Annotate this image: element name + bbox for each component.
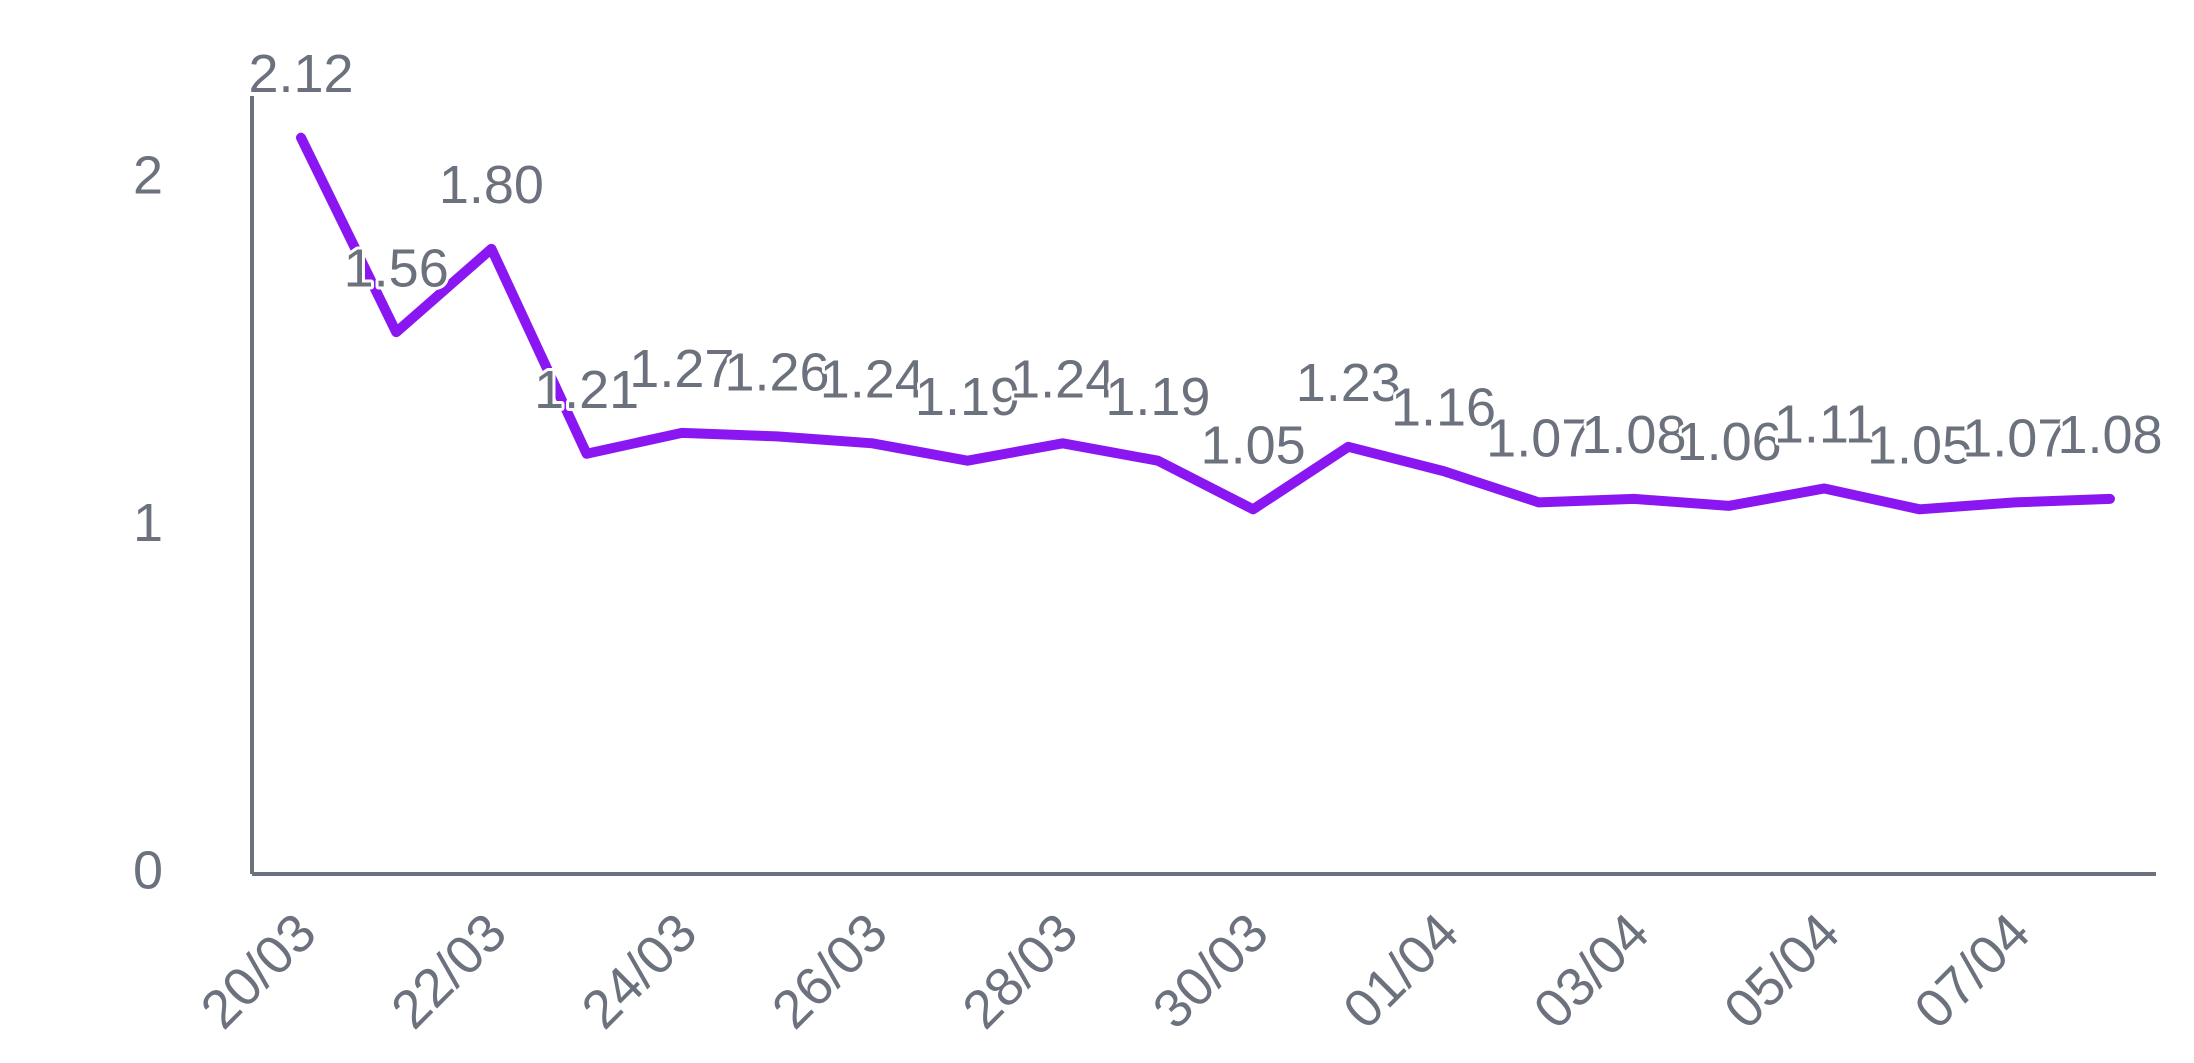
data-label: 1.24 bbox=[1010, 350, 1115, 410]
data-label: 1.80 bbox=[439, 155, 544, 215]
data-label: 1.21 bbox=[534, 360, 639, 420]
y-tick-label: 2 bbox=[133, 146, 163, 206]
x-tick-label: 03/04 bbox=[1523, 902, 1661, 1040]
data-label: 2.12 bbox=[248, 44, 353, 104]
data-label: 1.06 bbox=[1677, 412, 1782, 472]
x-tick-label: 22/03 bbox=[380, 902, 518, 1040]
data-label: 1.26 bbox=[724, 343, 829, 403]
data-label: 1.08 bbox=[1581, 405, 1686, 465]
x-tick-label: 24/03 bbox=[570, 902, 708, 1040]
data-label: 1.56 bbox=[344, 238, 449, 298]
data-label: 1.23 bbox=[1296, 353, 1401, 413]
y-tick-label: 1 bbox=[133, 493, 163, 553]
x-tick-label: 30/03 bbox=[1142, 902, 1280, 1040]
data-label: 1.27 bbox=[629, 339, 734, 399]
data-label: 1.11 bbox=[1774, 395, 1875, 455]
data-label: 1.08 bbox=[2057, 405, 2162, 465]
data-label: 1.24 bbox=[820, 350, 925, 410]
x-tick-label: 20/03 bbox=[190, 902, 328, 1040]
data-label: 1.16 bbox=[1391, 377, 1496, 437]
y-tick-label: 0 bbox=[133, 840, 163, 900]
data-label: 1.19 bbox=[915, 367, 1020, 427]
x-tick-label: 07/04 bbox=[1903, 902, 2041, 1040]
line bbox=[296, 132, 2115, 515]
x-tick-label: 28/03 bbox=[951, 902, 1089, 1040]
data-label: 1.05 bbox=[1867, 416, 1972, 476]
x-tick-label: 05/04 bbox=[1713, 902, 1851, 1040]
data-label: 1.07 bbox=[1486, 409, 1591, 469]
data-label: 1.05 bbox=[1201, 416, 1306, 476]
x-tick-label: 01/04 bbox=[1332, 902, 1470, 1040]
x-tick-label: 26/03 bbox=[761, 902, 899, 1040]
data-label: 1.07 bbox=[1962, 409, 2067, 469]
data-label: 1.19 bbox=[1105, 367, 1210, 427]
